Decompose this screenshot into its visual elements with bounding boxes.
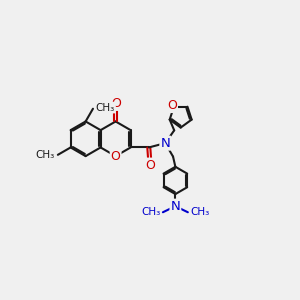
Text: N: N	[160, 136, 170, 150]
Text: O: O	[111, 150, 121, 163]
Text: O: O	[146, 159, 155, 172]
Text: CH₃: CH₃	[36, 150, 55, 160]
Text: N: N	[170, 200, 180, 213]
Text: CH₃: CH₃	[96, 103, 115, 112]
Text: O: O	[167, 99, 177, 112]
Text: O: O	[111, 97, 121, 110]
Text: CH₃: CH₃	[141, 207, 160, 217]
Text: CH₃: CH₃	[190, 207, 210, 217]
